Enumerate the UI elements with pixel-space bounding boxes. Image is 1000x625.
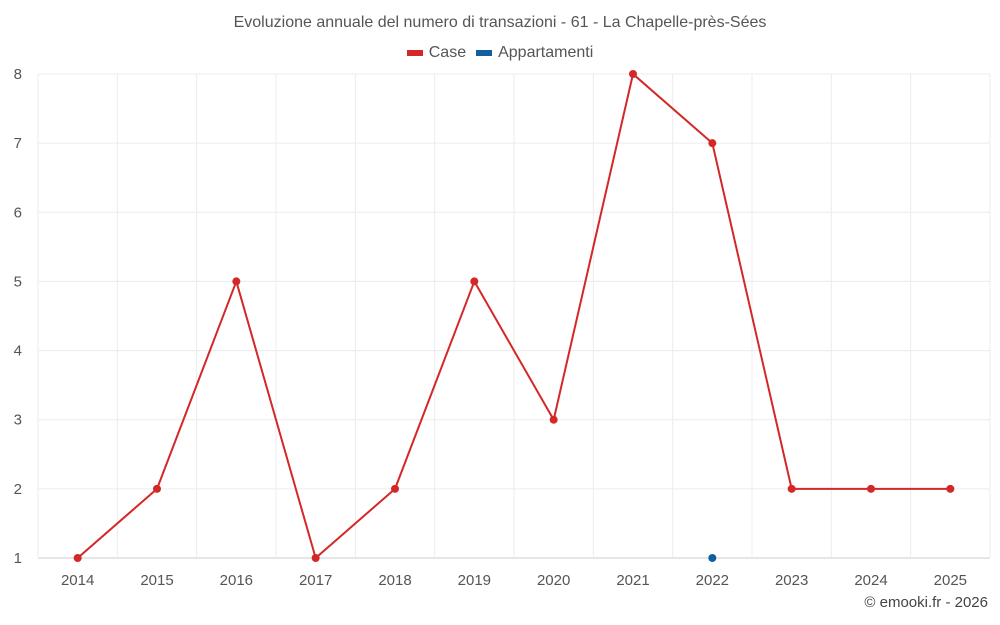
- data-point-case: [946, 484, 955, 493]
- x-tick-label: 2018: [378, 572, 411, 589]
- y-tick-label: 5: [14, 273, 22, 290]
- legend-swatch-appartamenti: [476, 50, 493, 56]
- x-tick-label: 2020: [537, 572, 570, 589]
- chart-title: Evoluzione annuale del numero di transaz…: [233, 14, 767, 31]
- data-point-case: [867, 484, 875, 493]
- y-tick-label: 6: [14, 204, 22, 221]
- credit-text: © emooki.fr - 2026: [864, 594, 988, 611]
- x-tick-label: 2023: [775, 572, 808, 589]
- data-point-case: [311, 554, 320, 562]
- y-tick-label: 2: [14, 481, 22, 498]
- x-tick-label: 2015: [140, 572, 173, 589]
- data-point-case: [787, 484, 796, 493]
- data-point-case: [391, 484, 399, 493]
- x-tick-label: 2016: [220, 572, 253, 589]
- x-tick-label: 2021: [616, 572, 649, 589]
- data-point-case: [470, 277, 479, 286]
- data-point-case: [73, 554, 82, 562]
- x-tick-label: 2014: [61, 572, 94, 589]
- x-tick-label: 2025: [934, 572, 967, 589]
- data-point-case: [549, 415, 558, 424]
- y-tick-label: 8: [14, 66, 22, 83]
- data-point-case: [232, 277, 241, 286]
- legend-label-case: Case: [428, 44, 467, 61]
- data-point-case: [708, 139, 717, 148]
- data-point-case: [629, 70, 637, 78]
- legend-label-appartamenti: Appartamenti: [498, 44, 594, 61]
- legend-swatch-case: [406, 50, 423, 56]
- series-line-case: [77, 73, 951, 559]
- x-tick-label: 2022: [696, 572, 729, 589]
- data-point-appartamenti: [708, 554, 717, 562]
- data-point-case: [153, 484, 161, 493]
- chart-legend: Case Appartamenti: [0, 44, 1000, 62]
- legend-item-appartamenti[interactable]: Appartamenti: [476, 44, 593, 62]
- x-tick-label: 2017: [299, 572, 332, 589]
- y-tick-label: 7: [14, 135, 22, 152]
- y-tick-label: 1: [14, 550, 22, 567]
- x-tick-label: 2019: [458, 572, 491, 589]
- y-tick-label: 4: [14, 343, 22, 360]
- x-tick-label: 2024: [854, 572, 887, 589]
- legend-item-case[interactable]: Case: [406, 44, 467, 62]
- y-tick-label: 3: [14, 412, 22, 429]
